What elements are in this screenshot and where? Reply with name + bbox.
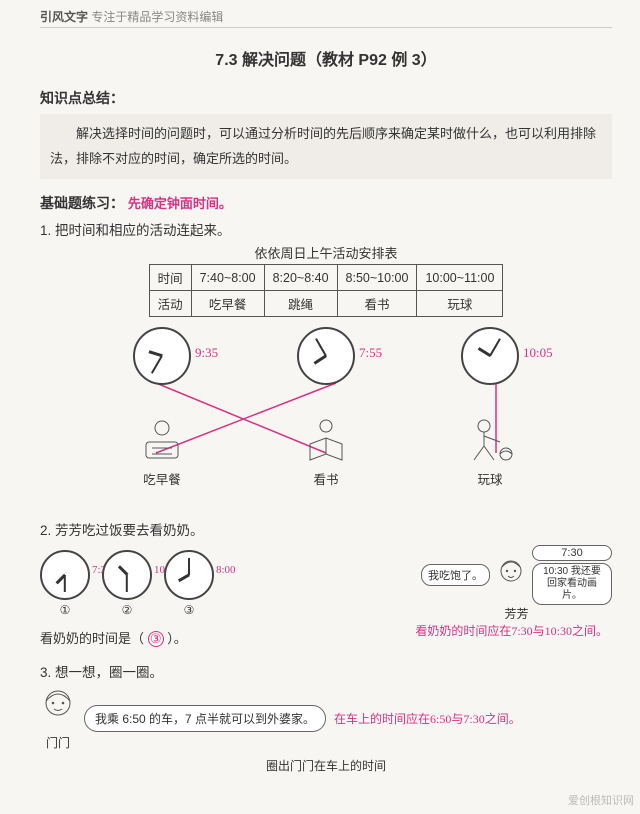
clock-icon bbox=[102, 550, 152, 600]
activity-label: 玩球 bbox=[450, 469, 530, 488]
q2-bubble-time: 7:30 bbox=[532, 545, 612, 561]
cell: 活动 bbox=[149, 291, 191, 317]
clock-1: 9:35 bbox=[133, 327, 191, 390]
clock-icon bbox=[164, 550, 214, 600]
q3-row: 门门 我乘 6:50 的车，7 点半就可以到外婆家。 在车上的时间应在6:50与… bbox=[40, 685, 612, 751]
hand-note-top: 先确定钟面时间。 bbox=[128, 196, 232, 211]
clock-3-label: 10:05 bbox=[523, 345, 553, 361]
q2-ans-suffix: ）。 bbox=[167, 631, 187, 646]
practice-head-label: 基础题练习： bbox=[40, 195, 124, 211]
summary-text: 解决选择时间的问题时，可以通过分析时间的先后顺序来确定某时做什么，也可以利用排除… bbox=[40, 114, 612, 179]
q1-table-caption: 依依周日上午活动安排表 bbox=[40, 243, 612, 262]
clock-num: ① bbox=[40, 603, 90, 617]
page-header: 引风文字 专注于精品学习资料编辑 bbox=[40, 8, 612, 28]
activity-label: 看书 bbox=[286, 469, 366, 488]
table-row: 活动 吃早餐 跳绳 看书 玩球 bbox=[149, 291, 503, 317]
q1-connect-area: 9:35 7:55 10:05 吃早餐 bbox=[40, 323, 612, 513]
girl-name: 芳芳 bbox=[421, 605, 612, 622]
q1-text: 1. 把时间和相应的活动连起来。 bbox=[40, 219, 612, 239]
watermark: 爱创根知识网 bbox=[568, 792, 634, 808]
cell: 10:00~11:00 bbox=[417, 265, 503, 291]
brand-tagline: 专注于精品学习资料编辑 bbox=[91, 10, 223, 24]
q2-ans-value: ③ bbox=[148, 631, 164, 647]
q2-clock-3-label: 8:00 bbox=[216, 564, 236, 576]
breakfast-icon bbox=[132, 414, 192, 464]
cell: 时间 bbox=[149, 265, 191, 291]
clock-icon bbox=[461, 327, 519, 385]
q3-hand-note: 在车上的时间应在6:50与7:30之间。 bbox=[334, 710, 521, 727]
reading-icon bbox=[296, 414, 356, 464]
q2-answer-line: 看奶奶的时间是（ ③ ）。 看奶奶的时间应在7:30与10:30之间。 bbox=[40, 628, 612, 647]
q2-text: 2. 芳芳吃过饭要去看奶奶。 bbox=[40, 519, 612, 539]
q3-text: 3. 想一想，圈一圈。 bbox=[40, 661, 612, 681]
cell: 8:20~8:40 bbox=[264, 265, 337, 291]
q1-table: 时间 7:40~8:00 8:20~8:40 8:50~10:00 10:00~… bbox=[149, 264, 504, 317]
clock-3: 10:05 bbox=[461, 327, 519, 390]
clock-icon bbox=[40, 550, 90, 600]
q2-row: 7:30 ① 10:30 ② 8:00 ③ 我吃饱了。 bbox=[40, 545, 612, 622]
cell: 看书 bbox=[337, 291, 417, 317]
brand-name: 引风文字 bbox=[40, 10, 88, 24]
girl-icon bbox=[494, 555, 528, 595]
boy-icon bbox=[40, 685, 76, 727]
activity-ball: 玩球 bbox=[450, 414, 530, 488]
clock-2: 7:55 bbox=[297, 327, 355, 390]
q2-hand-note: 看奶奶的时间应在7:30与10:30之间。 bbox=[415, 622, 608, 639]
table-row: 时间 7:40~8:00 8:20~8:40 8:50~10:00 10:00~… bbox=[149, 265, 503, 291]
activity-breakfast: 吃早餐 bbox=[122, 414, 202, 488]
clock-num: ③ bbox=[164, 603, 214, 617]
q3-caption: 圈出门门在车上的时间 bbox=[40, 757, 612, 774]
clock-icon bbox=[297, 327, 355, 385]
clock-num: ② bbox=[102, 603, 152, 617]
q3-speech: 我乘 6:50 的车，7 点半就可以到外婆家。 bbox=[84, 705, 326, 732]
q2-bubble-right: 10:30 我还要回家看动画片。 bbox=[532, 563, 612, 605]
cell: 7:40~8:00 bbox=[191, 265, 264, 291]
q2-clock-3: 8:00 ③ bbox=[164, 550, 214, 617]
practice-heading: 基础题练习： 先确定钟面时间。 bbox=[40, 193, 612, 213]
cell: 玩球 bbox=[417, 291, 503, 317]
ball-icon bbox=[460, 414, 520, 464]
activity-label: 吃早餐 bbox=[122, 469, 202, 488]
activity-reading: 看书 bbox=[286, 414, 366, 488]
summary-heading: 知识点总结： bbox=[40, 88, 612, 108]
cell: 跳绳 bbox=[264, 291, 337, 317]
q2-clock-1: 7:30 ① bbox=[40, 550, 90, 617]
cell: 吃早餐 bbox=[191, 291, 264, 317]
q2-bubble-left: 我吃饱了。 bbox=[421, 564, 490, 586]
cell: 8:50~10:00 bbox=[337, 265, 417, 291]
page-title: 7.3 解决问题（教材 P92 例 3） bbox=[40, 46, 612, 70]
boy-name: 门门 bbox=[40, 734, 76, 751]
clock-icon bbox=[133, 327, 191, 385]
clock-1-label: 9:35 bbox=[195, 345, 218, 361]
q2-clock-2: 10:30 ② bbox=[102, 550, 152, 617]
clock-2-label: 7:55 bbox=[359, 345, 382, 361]
q2-ans-prefix: 看奶奶的时间是（ bbox=[40, 631, 144, 646]
